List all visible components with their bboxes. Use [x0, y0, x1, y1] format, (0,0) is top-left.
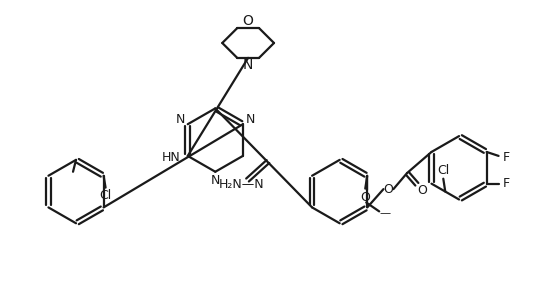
Text: Cl: Cl: [437, 164, 450, 177]
Text: N: N: [175, 113, 184, 126]
Text: F: F: [503, 151, 510, 164]
Text: O: O: [384, 183, 394, 196]
Text: F: F: [503, 177, 510, 190]
Text: HN: HN: [162, 151, 181, 164]
Text: N: N: [211, 174, 220, 187]
Text: O: O: [360, 191, 370, 204]
Text: Cl: Cl: [99, 189, 111, 202]
Text: N: N: [246, 113, 255, 126]
Text: N: N: [243, 58, 253, 72]
Text: —: —: [379, 208, 391, 218]
Text: O: O: [243, 14, 254, 28]
Text: O: O: [417, 184, 427, 197]
Text: H₂N—N: H₂N—N: [219, 178, 265, 191]
